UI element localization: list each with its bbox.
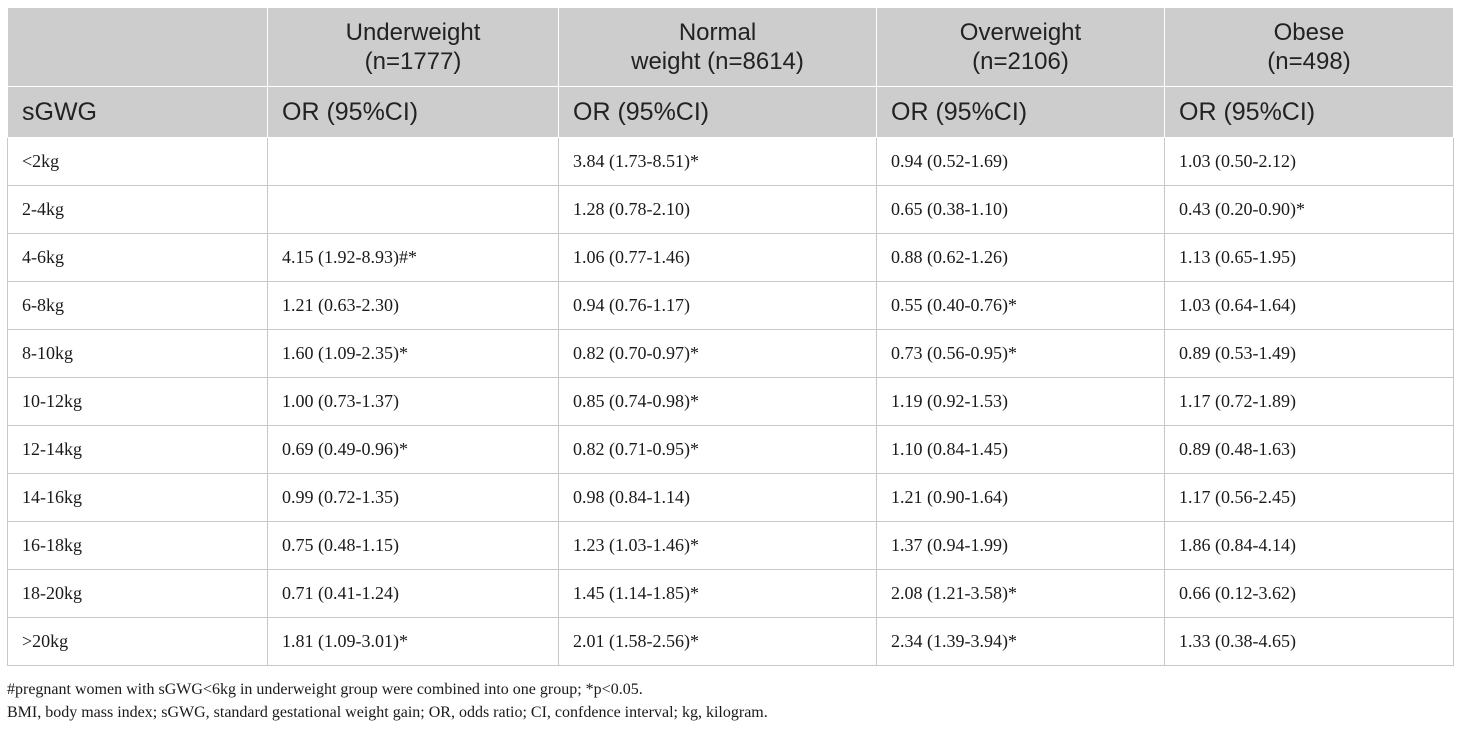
cell-obese: 0.66 (0.12-3.62)	[1164, 569, 1454, 618]
cell-normal-weight: 1.28 (0.78-2.10)	[558, 185, 877, 234]
cell-underweight: 4.15 (1.92-8.93)#*	[267, 233, 559, 282]
cell-underweight	[267, 137, 559, 186]
group-header-row: Underweight (n=1777) Normal weight (n=86…	[7, 7, 1454, 87]
cell-normal-weight: 0.82 (0.70-0.97)*	[558, 329, 877, 378]
cell-obese: 1.13 (0.65-1.95)	[1164, 233, 1454, 282]
row-label: <2kg	[7, 137, 268, 186]
cell-overweight: 0.55 (0.40-0.76)*	[876, 281, 1165, 330]
row-label: 12-14kg	[7, 425, 268, 474]
cell-overweight: 2.08 (1.21-3.58)*	[876, 569, 1165, 618]
cell-normal-weight: 0.94 (0.76-1.17)	[558, 281, 877, 330]
row-label: 16-18kg	[7, 521, 268, 570]
cell-normal-weight: 0.85 (0.74-0.98)*	[558, 377, 877, 426]
sub-header-or-underweight: OR (95%CI)	[267, 86, 559, 138]
group-header-blank	[7, 7, 268, 87]
cell-underweight: 1.00 (0.73-1.37)	[267, 377, 559, 426]
cell-underweight: 0.75 (0.48-1.15)	[267, 521, 559, 570]
odds-ratio-table-container: Underweight (n=1777) Normal weight (n=86…	[7, 7, 1454, 666]
table-row: 6-8kg 1.21 (0.63-2.30) 0.94 (0.76-1.17) …	[7, 281, 1454, 330]
cell-underweight: 1.21 (0.63-2.30)	[267, 281, 559, 330]
group-header-underweight: Underweight (n=1777)	[267, 7, 559, 87]
cell-obese: 1.86 (0.84-4.14)	[1164, 521, 1454, 570]
footnote-significance: #pregnant women with sGWG<6kg in underwe…	[7, 681, 643, 698]
cell-obese: 1.17 (0.56-2.45)	[1164, 473, 1454, 522]
cell-normal-weight: 0.98 (0.84-1.14)	[558, 473, 877, 522]
cell-underweight: 0.71 (0.41-1.24)	[267, 569, 559, 618]
cell-normal-weight: 3.84 (1.73-8.51)*	[558, 137, 877, 186]
table-row: 14-16kg 0.99 (0.72-1.35) 0.98 (0.84-1.14…	[7, 473, 1454, 522]
cell-underweight	[267, 185, 559, 234]
cell-overweight: 1.21 (0.90-1.64)	[876, 473, 1165, 522]
cell-overweight: 0.65 (0.38-1.10)	[876, 185, 1165, 234]
cell-normal-weight: 1.06 (0.77-1.46)	[558, 233, 877, 282]
cell-obese: 0.43 (0.20-0.90)*	[1164, 185, 1454, 234]
footnote-abbreviations: BMI, body mass index; sGWG, standard ges…	[7, 704, 768, 721]
table-row: <2kg 3.84 (1.73-8.51)* 0.94 (0.52-1.69) …	[7, 137, 1454, 186]
row-label: 8-10kg	[7, 329, 268, 378]
cell-obese: 0.89 (0.48-1.63)	[1164, 425, 1454, 474]
cell-overweight: 1.10 (0.84-1.45)	[876, 425, 1165, 474]
cell-normal-weight: 1.23 (1.03-1.46)*	[558, 521, 877, 570]
sub-header-or-overweight: OR (95%CI)	[876, 86, 1165, 138]
cell-overweight: 1.19 (0.92-1.53)	[876, 377, 1165, 426]
sub-header-or-obese: OR (95%CI)	[1164, 86, 1454, 138]
cell-overweight: 1.37 (0.94-1.99)	[876, 521, 1165, 570]
group-header-obese: Obese (n=498)	[1164, 7, 1454, 87]
cell-underweight: 0.69 (0.49-0.96)*	[267, 425, 559, 474]
row-label: 2-4kg	[7, 185, 268, 234]
table-row: 18-20kg 0.71 (0.41-1.24) 1.45 (1.14-1.85…	[7, 569, 1454, 618]
row-label: >20kg	[7, 617, 268, 666]
cell-underweight: 0.99 (0.72-1.35)	[267, 473, 559, 522]
table-row: 8-10kg 1.60 (1.09-2.35)* 0.82 (0.70-0.97…	[7, 329, 1454, 378]
cell-normal-weight: 0.82 (0.71-0.95)*	[558, 425, 877, 474]
cell-normal-weight: 2.01 (1.58-2.56)*	[558, 617, 877, 666]
cell-obese: 1.33 (0.38-4.65)	[1164, 617, 1454, 666]
table-row: >20kg 1.81 (1.09-3.01)* 2.01 (1.58-2.56)…	[7, 617, 1454, 666]
sub-header-row: sGWG OR (95%CI) OR (95%CI) OR (95%CI) OR…	[7, 86, 1454, 138]
cell-obese: 0.89 (0.53-1.49)	[1164, 329, 1454, 378]
cell-underweight: 1.81 (1.09-3.01)*	[267, 617, 559, 666]
cell-overweight: 0.94 (0.52-1.69)	[876, 137, 1165, 186]
odds-ratio-table: Underweight (n=1777) Normal weight (n=86…	[7, 7, 1454, 666]
row-label: 18-20kg	[7, 569, 268, 618]
group-header-overweight: Overweight (n=2106)	[876, 7, 1165, 87]
row-label: 4-6kg	[7, 233, 268, 282]
sub-header-or-normal: OR (95%CI)	[558, 86, 877, 138]
table-row: 12-14kg 0.69 (0.49-0.96)* 0.82 (0.71-0.9…	[7, 425, 1454, 474]
cell-obese: 1.03 (0.50-2.12)	[1164, 137, 1454, 186]
cell-normal-weight: 1.45 (1.14-1.85)*	[558, 569, 877, 618]
cell-overweight: 2.34 (1.39-3.94)*	[876, 617, 1165, 666]
cell-overweight: 0.88 (0.62-1.26)	[876, 233, 1165, 282]
table-row: 16-18kg 0.75 (0.48-1.15) 1.23 (1.03-1.46…	[7, 521, 1454, 570]
table-row: 2-4kg 1.28 (0.78-2.10) 0.65 (0.38-1.10) …	[7, 185, 1454, 234]
cell-obese: 1.17 (0.72-1.89)	[1164, 377, 1454, 426]
table-footnotes: #pregnant women with sGWG<6kg in underwe…	[7, 678, 768, 724]
row-label: 10-12kg	[7, 377, 268, 426]
row-label: 14-16kg	[7, 473, 268, 522]
sub-header-sgwg: sGWG	[7, 86, 268, 138]
table-row: 4-6kg 4.15 (1.92-8.93)#* 1.06 (0.77-1.46…	[7, 233, 1454, 282]
cell-obese: 1.03 (0.64-1.64)	[1164, 281, 1454, 330]
group-header-normal-weight: Normal weight (n=8614)	[558, 7, 877, 87]
cell-overweight: 0.73 (0.56-0.95)*	[876, 329, 1165, 378]
row-label: 6-8kg	[7, 281, 268, 330]
cell-underweight: 1.60 (1.09-2.35)*	[267, 329, 559, 378]
table-row: 10-12kg 1.00 (0.73-1.37) 0.85 (0.74-0.98…	[7, 377, 1454, 426]
